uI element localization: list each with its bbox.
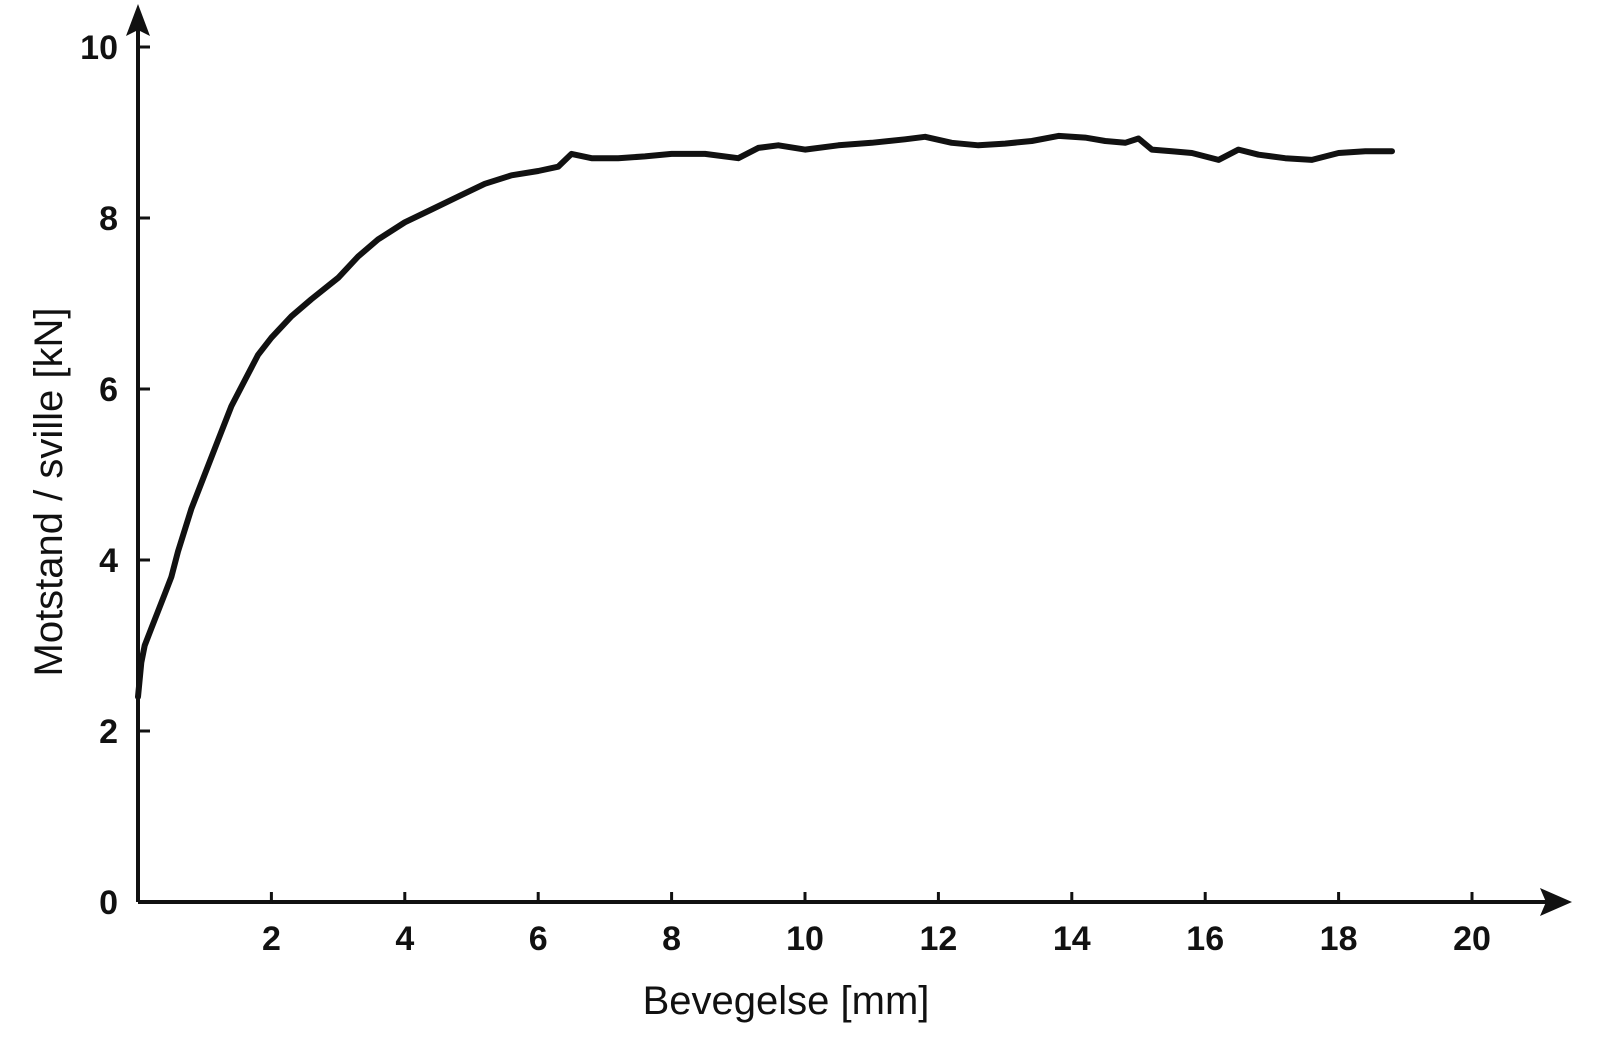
x-tick-label: 20 xyxy=(1453,920,1491,958)
series-line xyxy=(135,132,1395,700)
y-tick-label: 4 xyxy=(99,542,118,580)
x-tick-label: 16 xyxy=(1186,920,1224,958)
axes xyxy=(126,4,1572,916)
y-tick-label: 10 xyxy=(80,29,118,67)
y-tick-label: 2 xyxy=(99,713,118,751)
y-tick-label: 8 xyxy=(99,200,118,238)
x-axis-arrow-icon xyxy=(1540,888,1572,916)
y-tick-label: 0 xyxy=(99,884,118,922)
x-tick-label: 2 xyxy=(262,920,281,958)
x-tick-label: 4 xyxy=(395,920,414,958)
plot-area xyxy=(135,132,1395,700)
x-tick-label: 12 xyxy=(919,920,957,958)
x-tick-label: 6 xyxy=(529,920,548,958)
x-axis-title: Bevegelse [mm] xyxy=(643,979,930,1023)
x-tick-label: 14 xyxy=(1053,920,1091,958)
x-tick-label: 18 xyxy=(1320,920,1358,958)
x-tick-label: 10 xyxy=(786,920,824,958)
x-tick-label: 8 xyxy=(662,920,681,958)
ticks: 2 4 6 8 10 12 14 16 18 20 0 2 4 6 8 10 xyxy=(80,29,1491,958)
y-axis-title: Motstand / sville [kN] xyxy=(27,307,71,676)
y-axis-arrow-icon xyxy=(126,4,150,36)
y-tick-label: 6 xyxy=(99,371,118,409)
